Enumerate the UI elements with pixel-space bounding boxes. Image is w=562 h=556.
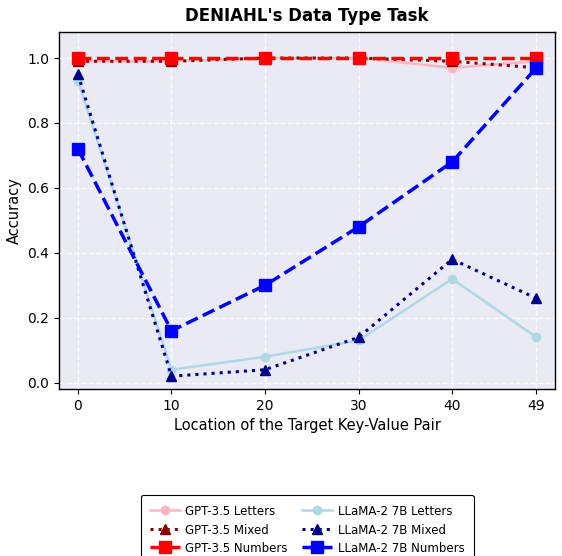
- Title: DENIAHL's Data Type Task: DENIAHL's Data Type Task: [185, 7, 429, 25]
- Y-axis label: Accuracy: Accuracy: [7, 177, 22, 244]
- Legend: GPT-3.5 Letters, GPT-3.5 Mixed, GPT-3.5 Numbers, LLaMA-2 7B Letters, LLaMA-2 7B : GPT-3.5 Letters, GPT-3.5 Mixed, GPT-3.5 …: [140, 495, 474, 556]
- X-axis label: Location of the Target Key-Value Pair: Location of the Target Key-Value Pair: [174, 419, 441, 434]
